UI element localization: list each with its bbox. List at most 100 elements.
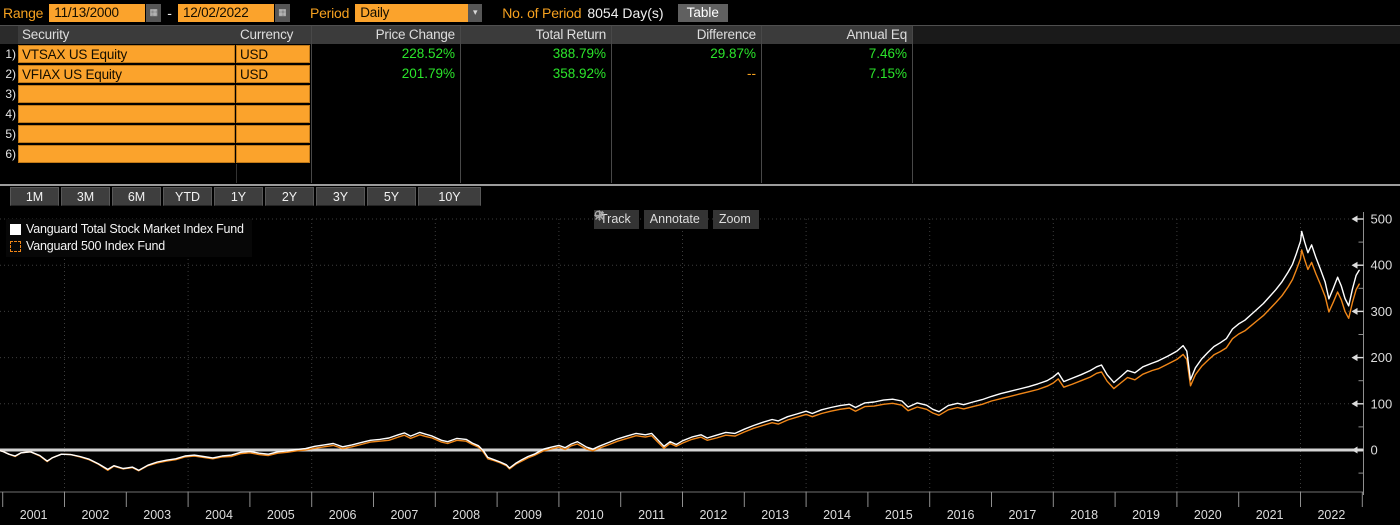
table-row: 1) VTSAX US Equity USD 228.52% 388.79% 2… [0, 44, 1400, 64]
x-axis-label: 2005 [267, 508, 295, 522]
x-axis-label: 2012 [699, 508, 727, 522]
period-select[interactable]: Daily [355, 3, 469, 22]
x-axis-label: 2001 [20, 508, 48, 522]
x-axis-label: 2020 [1194, 508, 1222, 522]
table-row: 3) [0, 84, 1400, 104]
row-number[interactable]: 2) [5, 67, 16, 81]
header-total-return: Total Return [461, 26, 612, 44]
security-input[interactable] [18, 145, 235, 163]
x-axis-label: 2019 [1132, 508, 1160, 522]
range-button-2y[interactable]: 2Y [265, 187, 314, 206]
total-return-value: 388.79% [461, 44, 612, 64]
row-number[interactable]: 3) [5, 87, 16, 101]
table-row: 2) VFIAX US Equity USD 201.79% 358.92% -… [0, 64, 1400, 84]
currency-input[interactable] [236, 85, 310, 103]
price-change-value: 201.79% [312, 64, 461, 84]
dashed-swatch-icon [10, 240, 21, 252]
range-button-3m[interactable]: 3M [61, 187, 110, 206]
chart-legend: Vanguard Total Stock Market Index Fund V… [6, 219, 252, 257]
table-row: 6) [0, 144, 1400, 164]
table-header-row: Security Currency Price Change Total Ret… [0, 25, 1400, 44]
range-buttons-bar: 1M 3M 6M YTD 1Y 2Y 3Y 5Y 10Y [10, 187, 481, 206]
range-button-1y[interactable]: 1Y [214, 187, 263, 206]
y-axis-label: 400 [1371, 258, 1393, 273]
x-axis-label: 2008 [452, 508, 480, 522]
range-button-1m[interactable]: 1M [10, 187, 59, 206]
table-button[interactable]: Table [677, 3, 728, 22]
range-end-input[interactable]: 12/02/2022 [177, 3, 274, 22]
y-tick-arrow-icon [1351, 400, 1358, 408]
difference-value: -- [612, 64, 762, 84]
x-axis-label: 2003 [143, 508, 171, 522]
table-footer-strip [0, 164, 1400, 183]
track-button[interactable]: Track [594, 210, 639, 229]
range-button-6m[interactable]: 6M [112, 187, 161, 206]
row-number[interactable]: 1) [5, 47, 16, 61]
x-axis-label: 2022 [1317, 508, 1345, 522]
y-axis-label: 100 [1371, 396, 1393, 411]
legend-item-vfiax[interactable]: Vanguard 500 Index Fund [10, 239, 244, 253]
y-axis-label: 300 [1371, 304, 1393, 319]
row-number[interactable]: 6) [5, 147, 16, 161]
annotate-button[interactable]: Annotate [595, 210, 708, 229]
calendar-icon[interactable]: ▦ [146, 3, 162, 22]
security-input[interactable] [18, 105, 235, 123]
currency-input[interactable] [236, 125, 310, 143]
currency-input[interactable]: USD [236, 45, 310, 63]
range-button-5y[interactable]: 5Y [367, 187, 416, 206]
period-label: Period [309, 4, 350, 21]
difference-value: 29.87% [612, 44, 762, 64]
range-button-ytd[interactable]: YTD [163, 187, 212, 206]
table-row: 4) [0, 104, 1400, 124]
y-axis-label: 0 [1371, 443, 1378, 458]
range-separator: - [167, 4, 172, 21]
x-axis-label: 2011 [638, 508, 665, 522]
currency-input[interactable] [236, 105, 310, 123]
x-axis-label: 2017 [1008, 508, 1036, 522]
x-axis-label: 2013 [761, 508, 789, 522]
range-label: Range [3, 4, 44, 21]
comp-chart-canvas[interactable]: 2001 2002 2003 2004 2005 2006 2007 2008 2009 2010… [0, 208, 1400, 525]
x-axis-label: 2014 [823, 508, 851, 522]
y-tick-arrow-icon [1351, 215, 1358, 223]
y-tick-arrow-icon [1351, 354, 1358, 362]
comp-table: Security Currency Price Change Total Ret… [0, 25, 1400, 183]
zoom-button[interactable]: Zoom [594, 210, 759, 229]
security-input[interactable] [18, 85, 235, 103]
x-axis-label: 2021 [1256, 508, 1284, 522]
x-axis-label: 2016 [947, 508, 975, 522]
security-input[interactable]: VFIAX US Equity [18, 65, 235, 83]
x-axis-label: 2018 [1070, 508, 1098, 522]
chevron-down-icon[interactable]: ▾ [468, 3, 483, 22]
annual-eq-value: 7.15% [762, 64, 913, 84]
header-gutter [0, 26, 18, 44]
row-number[interactable]: 4) [5, 107, 16, 121]
x-axis-label: 2009 [514, 508, 542, 522]
header-annual-eq: Annual Eq [762, 26, 913, 44]
table-row: 5) [0, 124, 1400, 144]
y-axis-label: 500 [1371, 212, 1393, 227]
y-tick-arrow-icon [1351, 261, 1358, 269]
header-price-change: Price Change [312, 26, 461, 44]
range-start-input[interactable]: 11/13/2000 [49, 3, 146, 22]
x-axis-label: 2006 [329, 508, 357, 522]
section-divider [0, 184, 1400, 186]
num-period-label: No. of Period [502, 4, 582, 21]
currency-input[interactable]: USD [236, 65, 310, 83]
security-input[interactable] [18, 125, 235, 143]
zoom-icon [594, 210, 605, 221]
header-security: Security [18, 26, 236, 44]
num-period-value: 8054 Day(s) [587, 4, 664, 21]
legend-item-vtsax[interactable]: Vanguard Total Stock Market Index Fund [10, 222, 244, 236]
currency-input[interactable] [236, 145, 310, 163]
range-button-3y[interactable]: 3Y [316, 187, 365, 206]
x-axis-label: 2010 [576, 508, 604, 522]
security-input[interactable]: VTSAX US Equity [18, 45, 235, 63]
top-control-bar: Range 11/13/2000 ▦ - 12/02/2022 ▦ Period… [0, 0, 1400, 25]
x-axis-label: 2015 [885, 508, 913, 522]
calendar-icon[interactable]: ▦ [274, 3, 290, 22]
range-button-10y[interactable]: 10Y [418, 187, 481, 206]
series-vfiax-line [0, 249, 1360, 472]
row-number[interactable]: 5) [5, 127, 16, 141]
